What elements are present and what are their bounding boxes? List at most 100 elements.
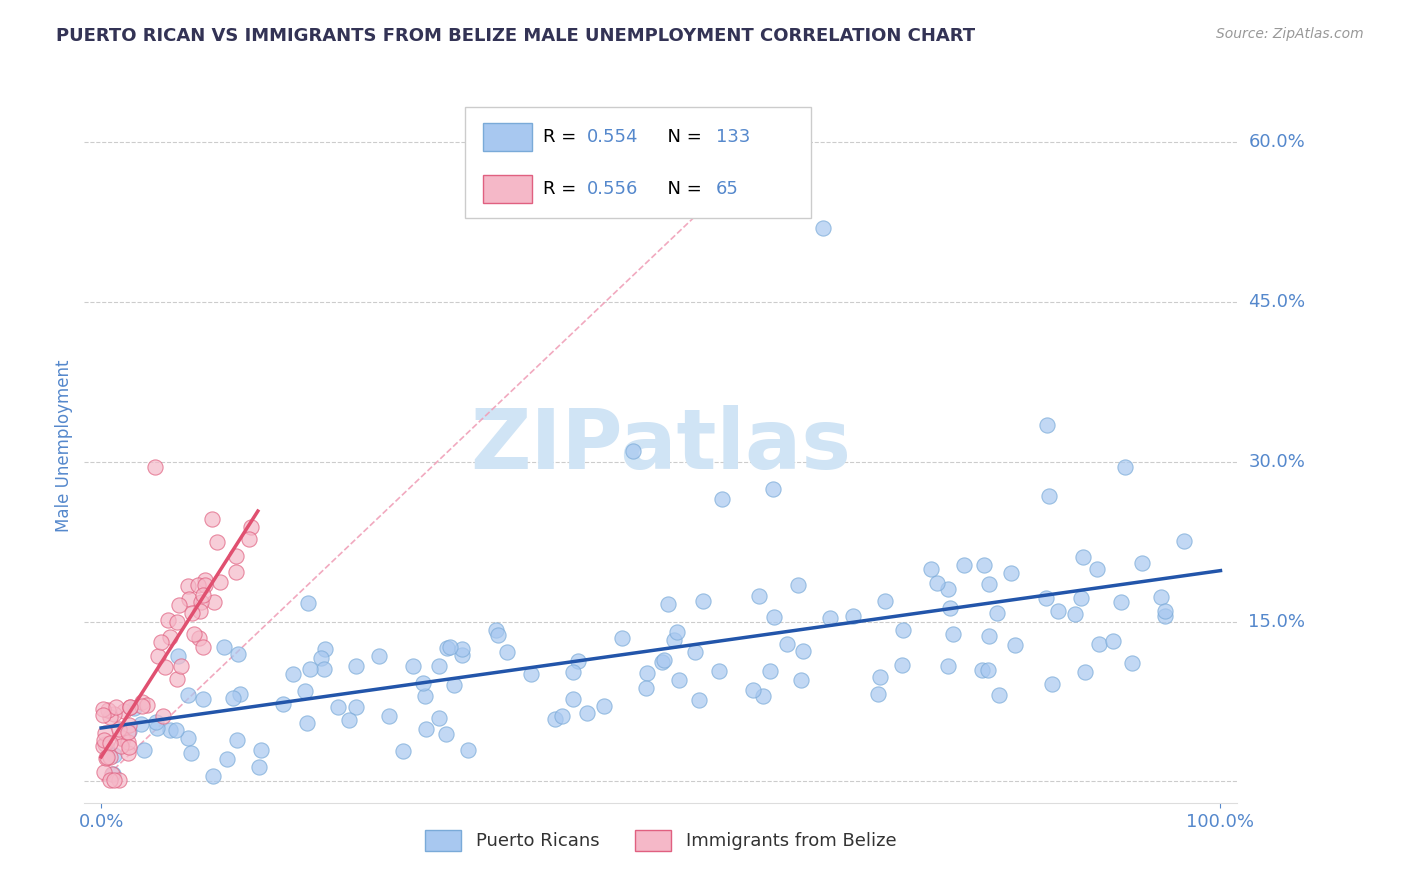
Point: [271, 697, 294, 711]
Point: [112, 732, 135, 747]
Point: [762, 482, 785, 496]
Point: [427, 711, 450, 725]
Point: [752, 690, 775, 704]
Point: [562, 665, 585, 679]
Point: [392, 743, 415, 757]
Point: [101, 767, 124, 781]
Point: [118, 723, 141, 738]
Point: [98, 709, 121, 723]
Point: [193, 692, 215, 706]
Point: [1114, 460, 1136, 475]
Point: [551, 708, 574, 723]
Text: 133: 133: [716, 128, 751, 146]
Point: [402, 659, 425, 673]
Point: [576, 706, 599, 720]
Point: [239, 519, 262, 533]
Point: [191, 640, 214, 654]
Point: [1040, 676, 1063, 690]
Point: [118, 718, 141, 732]
Point: [1149, 591, 1171, 605]
Point: [177, 579, 200, 593]
Point: [869, 671, 891, 685]
Point: [187, 631, 209, 645]
Point: [111, 731, 134, 745]
Point: [309, 650, 332, 665]
Point: [166, 648, 188, 663]
Text: 30.0%: 30.0%: [1249, 453, 1305, 471]
Point: [157, 613, 180, 627]
Point: [1036, 417, 1059, 432]
Point: [748, 589, 770, 603]
Point: [98, 735, 121, 749]
Text: R =: R =: [543, 180, 582, 198]
Point: [215, 751, 238, 765]
Point: [148, 649, 170, 664]
Point: [110, 739, 132, 753]
Point: [222, 691, 245, 706]
Point: [666, 624, 689, 639]
Point: [120, 700, 142, 714]
Text: R =: R =: [543, 128, 582, 146]
Point: [1101, 634, 1123, 648]
Text: 60.0%: 60.0%: [1249, 134, 1305, 152]
Point: [346, 659, 368, 673]
Point: [152, 709, 174, 723]
Point: [101, 767, 124, 781]
Point: [842, 608, 865, 623]
Point: [1154, 604, 1177, 618]
Point: [177, 592, 200, 607]
Point: [1064, 607, 1087, 622]
Point: [108, 723, 131, 737]
Point: [166, 615, 188, 629]
Point: [1035, 591, 1057, 605]
Point: [153, 660, 176, 674]
Point: [226, 733, 249, 747]
Point: [166, 672, 188, 686]
Point: [1070, 591, 1092, 606]
Text: N =: N =: [657, 128, 707, 146]
Point: [194, 573, 217, 587]
Point: [692, 593, 714, 607]
Point: [94, 751, 117, 765]
Point: [103, 747, 125, 762]
Point: [281, 667, 304, 681]
Point: [977, 663, 1000, 677]
Point: [112, 704, 135, 718]
Point: [131, 699, 153, 714]
Point: [344, 699, 367, 714]
Point: [1000, 566, 1022, 580]
Text: 0.554: 0.554: [588, 128, 638, 146]
Point: [742, 682, 765, 697]
Text: PUERTO RICAN VS IMMIGRANTS FROM BELIZE MALE UNEMPLOYMENT CORRELATION CHART: PUERTO RICAN VS IMMIGRANTS FROM BELIZE M…: [56, 27, 976, 45]
Point: [593, 698, 616, 713]
Point: [188, 604, 211, 618]
Point: [636, 666, 658, 681]
Point: [688, 693, 710, 707]
Point: [129, 716, 152, 731]
Point: [238, 532, 260, 546]
Text: 0.556: 0.556: [588, 180, 638, 198]
Point: [117, 746, 139, 760]
Point: [868, 687, 890, 701]
Point: [117, 735, 139, 749]
Point: [668, 673, 690, 687]
Point: [159, 631, 181, 645]
Point: [249, 742, 271, 756]
Point: [434, 727, 457, 741]
Point: [520, 667, 543, 681]
Point: [150, 635, 173, 649]
Point: [543, 712, 565, 726]
Point: [187, 577, 209, 591]
Point: [977, 629, 1000, 643]
Point: [135, 698, 157, 712]
Point: [763, 609, 786, 624]
Text: N =: N =: [657, 180, 707, 198]
Point: [427, 659, 450, 673]
Point: [337, 713, 360, 727]
Point: [117, 724, 139, 739]
Point: [610, 631, 633, 645]
Point: [413, 689, 436, 703]
Point: [759, 664, 782, 678]
Point: [209, 574, 232, 589]
Point: [457, 743, 479, 757]
